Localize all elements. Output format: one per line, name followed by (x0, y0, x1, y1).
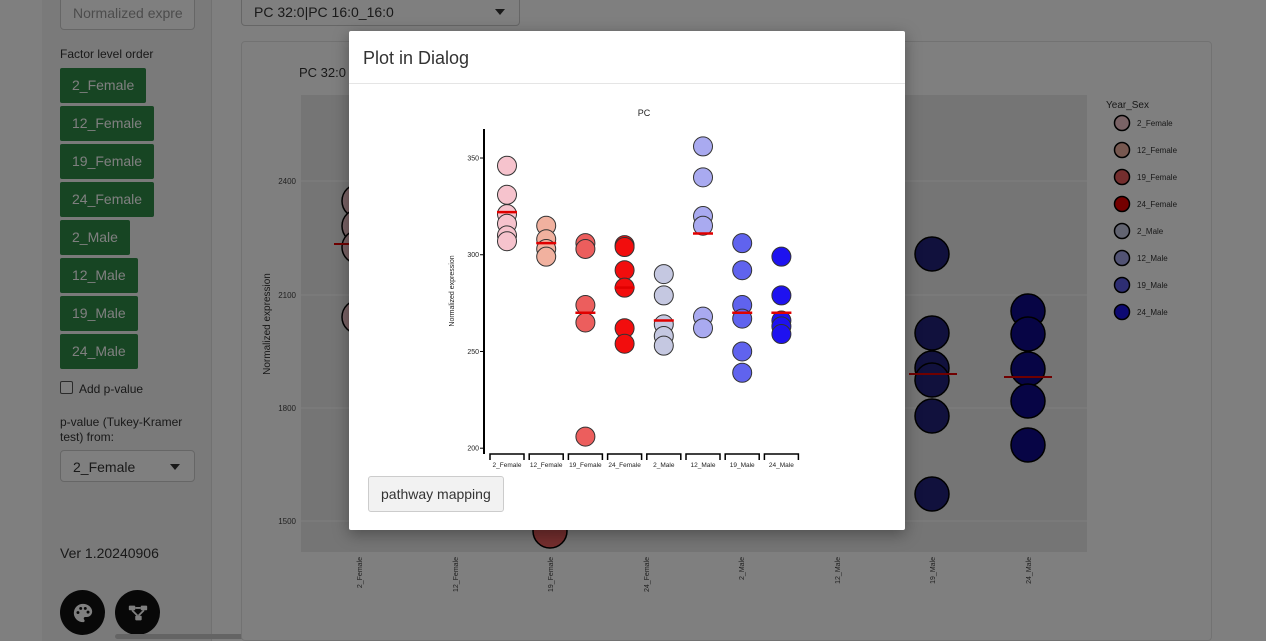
x-tick-label: 19_Male (730, 462, 755, 469)
data-point (575, 426, 596, 447)
chart-title: PC (638, 108, 651, 118)
data-point (732, 260, 753, 281)
x-category-bracket (567, 453, 604, 460)
data-point (575, 312, 596, 333)
x-category-bracket (763, 453, 800, 460)
x-tick-label: 12_Male (691, 462, 716, 469)
x-tick-label: 24_Male (769, 462, 794, 469)
y-tick-label: 200 (467, 446, 479, 453)
data-point (614, 260, 635, 281)
x-tick-label: 2_Female (493, 462, 522, 469)
data-point (575, 238, 596, 259)
data-point (693, 318, 713, 339)
x-category-bracket (528, 453, 564, 460)
y-tick-label: 300 (467, 252, 479, 259)
data-point (653, 335, 674, 356)
data-point (653, 285, 674, 306)
x-tick-label: 2_Male (653, 462, 675, 469)
data-point (771, 285, 792, 306)
dialog-title: Plot in Dialog (363, 48, 470, 68)
x-tick-label: 12_Female (530, 462, 563, 469)
data-point (693, 215, 713, 236)
data-point (732, 341, 753, 362)
data-point (497, 231, 517, 252)
pathway-mapping-button[interactable]: pathway mapping (368, 476, 504, 512)
data-point (614, 237, 635, 258)
data-point (693, 136, 713, 157)
data-point (771, 246, 792, 267)
dialog-header: Plot in Dialog (349, 31, 905, 84)
data-point (732, 233, 753, 254)
dialog-plot: PC Normalized expression 200 250 300 350 2_Fem… (449, 108, 800, 469)
y-tick-label: 350 (467, 156, 479, 163)
data-point (497, 155, 517, 176)
x-category-bracket (606, 453, 643, 460)
y-axis-label: Normalized expression (449, 255, 456, 326)
x-category-bracket (646, 453, 682, 460)
data-point (732, 362, 753, 383)
data-point (614, 333, 635, 354)
x-tick-label: 19_Female (569, 462, 602, 469)
x-category-bracket (685, 453, 721, 460)
x-category-bracket (724, 453, 760, 460)
y-tick-label: 250 (467, 349, 479, 356)
x-category-bracket (489, 453, 525, 460)
data-point (771, 324, 792, 345)
data-point (653, 264, 674, 285)
data-point (693, 167, 713, 188)
data-point (536, 246, 557, 267)
data-point (497, 184, 517, 205)
x-tick-label: 24_Female (608, 462, 641, 469)
plot-dialog: Plot in Dialog PC Normalized expression 20… (349, 31, 905, 530)
